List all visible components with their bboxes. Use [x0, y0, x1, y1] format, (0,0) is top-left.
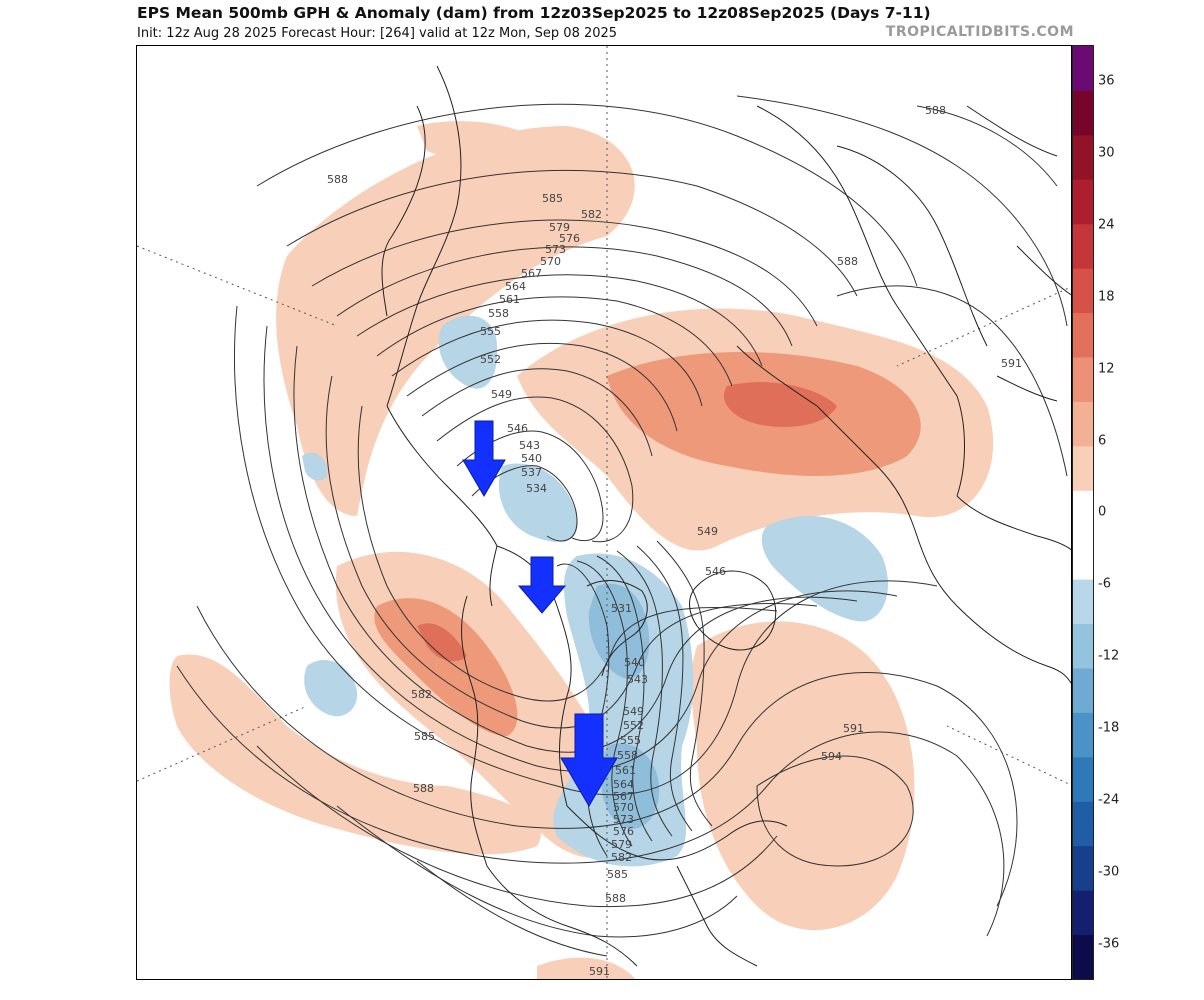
contour-label: 585 [542, 192, 563, 205]
colorbar-tick-label: 18 [1098, 289, 1115, 305]
colorbar-tick-label: -6 [1098, 576, 1111, 592]
contour-label: 576 [559, 232, 580, 245]
contour-label: 552 [623, 719, 644, 732]
colorbar-swatch [1073, 46, 1093, 91]
colorbar-tick-label: 12 [1098, 361, 1115, 377]
colorbar-swatch [1073, 801, 1093, 847]
contour-label: 594 [821, 750, 842, 763]
contour-label: 549 [491, 388, 512, 401]
contour-label: 570 [540, 255, 561, 268]
contour-label: 582 [581, 208, 602, 221]
contour-label: 543 [627, 673, 648, 686]
colorbar-swatch [1073, 934, 1093, 979]
contour-label: 585 [607, 868, 628, 881]
contour-label: 531 [611, 602, 632, 615]
contour-label: 588 [605, 892, 626, 905]
height-contours [176, 95, 1068, 957]
colorbar-swatch [1073, 756, 1093, 802]
arrow-down-icon [462, 420, 506, 497]
contour-label: 546 [507, 422, 528, 435]
contour-label: 579 [611, 838, 632, 851]
colorbar-swatch [1073, 712, 1093, 758]
colorbar-tick-label: -18 [1098, 720, 1120, 736]
coastlines [381, 65, 1071, 967]
contour-label: 546 [705, 565, 726, 578]
colorbar-swatch [1073, 134, 1093, 180]
contour-label: 588 [327, 173, 348, 186]
contour-label: 555 [620, 734, 641, 747]
colorbar-swatch [1073, 268, 1093, 314]
colorbar-swatch [1073, 223, 1093, 269]
contour-labels: 588 585 582 579 576 573 570 567 564 561 … [327, 104, 1022, 978]
trough-arrows [462, 420, 618, 807]
contour-label: 582 [411, 688, 432, 701]
contour-label: 573 [613, 813, 634, 826]
contour-label: 588 [837, 255, 858, 268]
colorbar-tick-label: 36 [1098, 73, 1115, 89]
colorbar-swatch [1073, 90, 1093, 136]
colorbar-swatch [1073, 445, 1093, 491]
contour-label: 591 [843, 722, 864, 735]
contour-label: 558 [488, 307, 509, 320]
colorbar-tick-label: 6 [1098, 433, 1107, 448]
colorbar-swatch [1073, 845, 1093, 891]
contour-label: 549 [623, 705, 644, 718]
contour-label: 540 [624, 656, 645, 669]
colorbar-tick-label: 30 [1098, 145, 1115, 161]
colorbar-tick-label: -12 [1098, 648, 1120, 664]
contour-label: 591 [1001, 357, 1022, 370]
colorbar-tick-label: 24 [1098, 217, 1115, 233]
contour-label: 591 [589, 965, 610, 978]
colorbar-swatch [1073, 534, 1093, 580]
colorbar-tick-label: -24 [1098, 792, 1120, 808]
colorbar-swatch [1073, 490, 1093, 536]
colorbar-swatch [1073, 890, 1093, 936]
contour-label: 543 [519, 439, 540, 452]
contour-label: 573 [545, 243, 566, 256]
contour-label: 555 [480, 325, 501, 338]
map-panel: 588 585 582 579 576 573 570 567 564 561 … [136, 45, 1072, 980]
colorbar-swatch [1073, 179, 1093, 225]
contour-label: 567 [613, 790, 634, 803]
contour-label: 579 [549, 221, 570, 234]
colorbar [1072, 45, 1094, 980]
colorbar-swatch [1073, 357, 1093, 402]
contour-label: 540 [521, 452, 542, 465]
contour-label: 537 [521, 466, 542, 479]
contour-label: 582 [611, 851, 632, 864]
contour-label: 570 [613, 801, 634, 814]
colorbar-swatch [1073, 312, 1093, 358]
colorbar-swatch [1073, 623, 1093, 669]
contour-label: 534 [526, 482, 547, 495]
colorbar-swatch [1073, 401, 1093, 447]
contour-label: 564 [613, 778, 634, 791]
contour-label: 558 [617, 749, 638, 762]
colorbar-swatch [1073, 668, 1093, 713]
contour-label: 561 [615, 764, 636, 777]
colorbar-ticks: 36 30 24 18 12 6 0 -6 -12 -18 -24 -30 -36 [1098, 45, 1138, 980]
chart-title: EPS Mean 500mb GPH & Anomaly (dam) from … [137, 4, 931, 22]
contour-label: 552 [480, 353, 501, 366]
contour-label: 549 [697, 525, 718, 538]
contour-label: 588 [925, 104, 946, 117]
colorbar-tick-label: -36 [1098, 936, 1120, 952]
brand-watermark[interactable]: TROPICALTIDBITS.COM [885, 24, 1074, 40]
colorbar-swatches [1073, 46, 1093, 979]
contour-label: 585 [414, 730, 435, 743]
map-canvas: 588 585 582 579 576 573 570 567 564 561 … [137, 46, 1071, 979]
contour-label: 576 [613, 825, 634, 838]
contour-label: 564 [505, 280, 526, 293]
arrow-down-icon [560, 713, 618, 807]
colorbar-tick-label: -30 [1098, 864, 1120, 880]
colorbar-tick-label: 0 [1098, 504, 1107, 520]
graticule-lines [137, 46, 1071, 979]
positive-anomaly-peak-layer [417, 382, 837, 662]
chart-subtitle: Init: 12z Aug 28 2025 Forecast Hour: [26… [137, 26, 618, 41]
contour-label: 567 [521, 267, 542, 280]
contour-label: 561 [499, 293, 520, 306]
colorbar-swatch [1073, 579, 1093, 625]
arrow-down-icon [517, 556, 567, 614]
contour-label: 588 [413, 782, 434, 795]
